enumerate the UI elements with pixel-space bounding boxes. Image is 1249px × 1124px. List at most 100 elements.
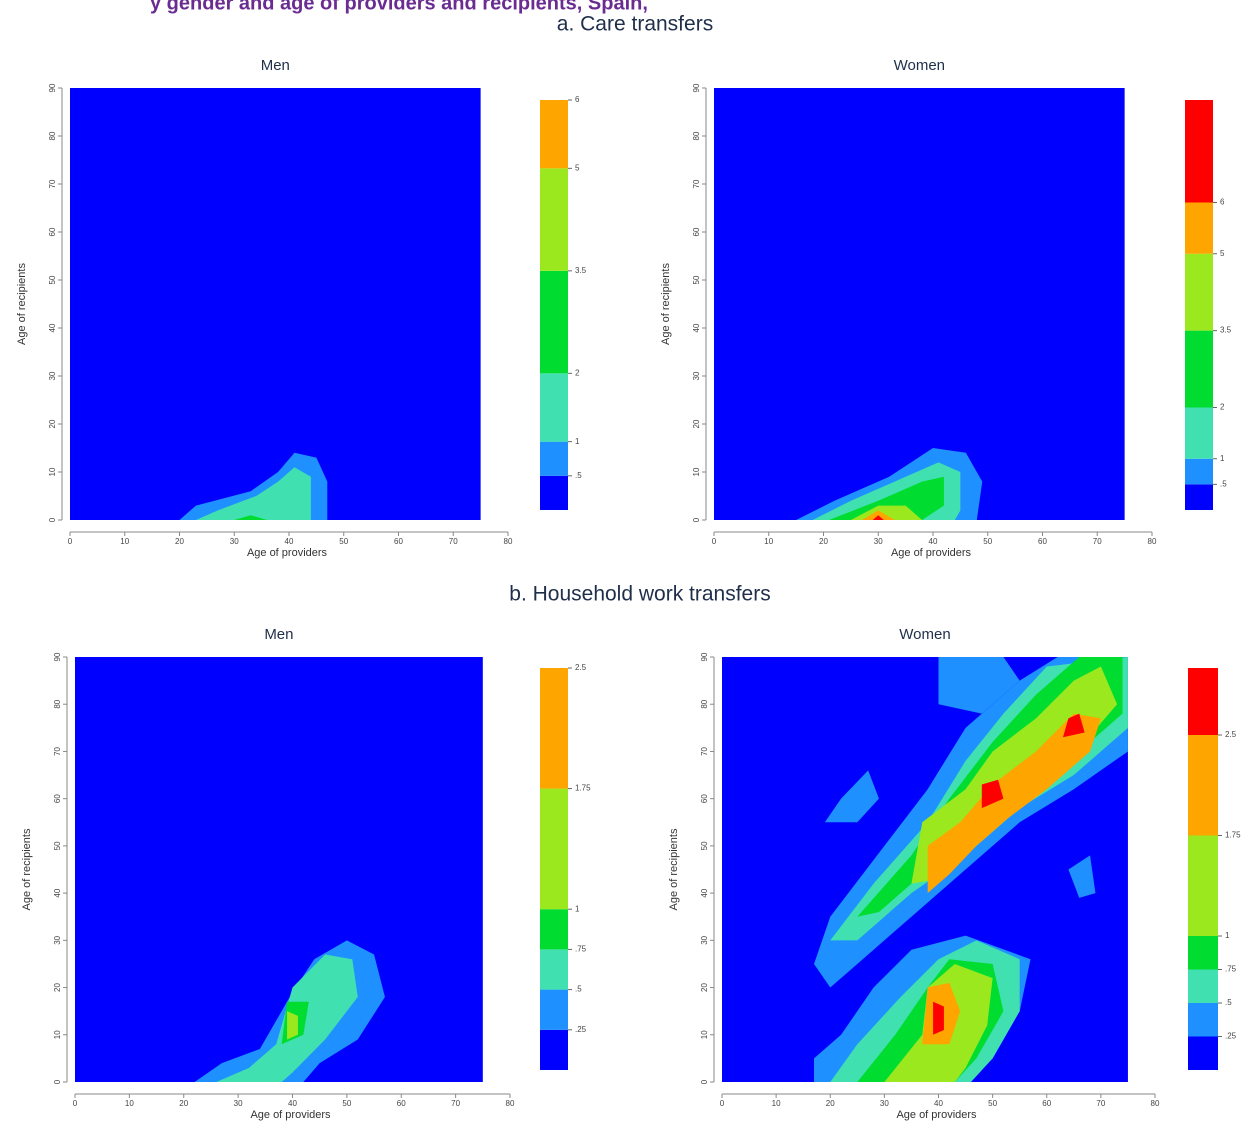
contour-region xyxy=(824,770,879,823)
x-tick-label: 40 xyxy=(285,537,294,546)
y-tick-label: 50 xyxy=(692,275,701,284)
colorbar-band xyxy=(540,788,568,910)
x-tick-label: 0 xyxy=(73,1099,78,1108)
figure-title: y gender and age of providers and recipi… xyxy=(150,0,648,14)
y-tick-label: 60 xyxy=(692,227,701,236)
colorbar-tick-label: .5 xyxy=(575,471,582,480)
contour-region xyxy=(287,1011,298,1040)
x-tick-label: 20 xyxy=(175,537,184,546)
colorbar-band xyxy=(1185,100,1213,203)
colorbar-band xyxy=(1185,202,1213,254)
y-tick-label: 20 xyxy=(692,419,701,428)
x-tick-label: 80 xyxy=(1148,537,1157,546)
contour-region xyxy=(234,515,268,520)
panel-title: Women xyxy=(894,57,945,74)
colorbar-tick-label: 5 xyxy=(575,163,580,172)
y-tick-label: 40 xyxy=(48,323,57,332)
contour-region xyxy=(872,515,884,520)
colorbar-tick-label: 1 xyxy=(575,904,580,913)
y-tick-label: 30 xyxy=(48,371,57,380)
y-tick-label: 70 xyxy=(700,746,709,755)
colorbar-band xyxy=(540,475,568,510)
x-tick-label: 80 xyxy=(506,1099,515,1108)
x-axis-label: Age of providers xyxy=(247,547,328,559)
y-tick-label: 10 xyxy=(692,467,701,476)
colorbar-band xyxy=(1188,1003,1218,1037)
colorbar-tick-label: 2 xyxy=(575,368,580,377)
colorbar-band xyxy=(1185,253,1213,331)
y-tick-label: 20 xyxy=(48,419,57,428)
colorbar-tick-label: .5 xyxy=(1225,998,1232,1007)
y-tick-label: 70 xyxy=(48,179,57,188)
y-tick-label: 60 xyxy=(53,794,62,803)
colorbar-tick-label: 6 xyxy=(575,95,580,104)
y-tick-label: 70 xyxy=(692,179,701,188)
colorbar-tick-label: 1.75 xyxy=(1225,831,1241,840)
contour-region xyxy=(75,657,483,1082)
y-tick-label: 30 xyxy=(53,935,62,944)
y-tick-label: 10 xyxy=(48,467,57,476)
y-tick-label: 40 xyxy=(700,888,709,897)
y-tick-label: 0 xyxy=(48,517,57,522)
y-axis-label: Age of recipients xyxy=(668,828,680,910)
x-tick-label: 60 xyxy=(1042,1099,1051,1108)
colorbar-band xyxy=(540,949,568,990)
y-tick-label: 80 xyxy=(692,131,701,140)
colorbar-band xyxy=(540,1029,568,1070)
colorbar-band xyxy=(540,441,568,476)
y-tick-label: 90 xyxy=(48,83,57,92)
contour-region xyxy=(1062,713,1085,738)
x-tick-label: 50 xyxy=(988,1099,997,1108)
colorbar-band xyxy=(540,168,568,271)
colorbar-band xyxy=(540,100,568,169)
colorbar-band xyxy=(1188,835,1218,936)
x-tick-label: 30 xyxy=(880,1099,889,1108)
colorbar-band xyxy=(1185,407,1213,459)
colorbar-band xyxy=(1188,969,1218,1003)
y-tick-label: 70 xyxy=(53,746,62,755)
y-tick-label: 80 xyxy=(53,699,62,708)
x-tick-label: 80 xyxy=(504,537,513,546)
colorbar-band xyxy=(1188,1036,1218,1070)
colorbar-tick-label: 3.5 xyxy=(575,266,587,275)
colorbar-band xyxy=(540,668,568,789)
contour-region xyxy=(933,1001,944,1035)
contour-region xyxy=(938,657,1020,714)
y-axis-label: Age of recipients xyxy=(16,263,28,345)
x-tick-label: 30 xyxy=(234,1099,243,1108)
colorbar-tick-label: 5 xyxy=(1220,249,1225,258)
x-tick-label: 20 xyxy=(819,537,828,546)
colorbar-band xyxy=(540,909,568,950)
y-axis-label: Age of recipients xyxy=(660,263,672,345)
contour-region xyxy=(195,467,311,520)
y-tick-label: 0 xyxy=(53,1079,62,1084)
colorbar-tick-label: 2.5 xyxy=(575,663,587,672)
x-tick-label: 70 xyxy=(1096,1099,1105,1108)
colorbar-tick-label: 1 xyxy=(1225,931,1230,940)
x-tick-label: 80 xyxy=(1151,1099,1160,1108)
colorbar-tick-label: .5 xyxy=(1220,479,1227,488)
x-tick-label: 70 xyxy=(1093,537,1102,546)
colorbar-tick-label: 1 xyxy=(1220,454,1225,463)
colorbar-tick-label: .75 xyxy=(575,945,587,954)
colorbar-tick-label: .25 xyxy=(575,1025,587,1034)
colorbar-band xyxy=(1185,330,1213,408)
colorbar-tick-label: .25 xyxy=(1225,1032,1237,1041)
y-axis-label: Age of recipients xyxy=(21,828,33,910)
x-tick-label: 20 xyxy=(179,1099,188,1108)
y-tick-label: 90 xyxy=(53,652,62,661)
x-tick-label: 60 xyxy=(397,1099,406,1108)
y-tick-label: 20 xyxy=(53,983,62,992)
colorbar-band xyxy=(1185,458,1213,485)
y-tick-label: 0 xyxy=(692,517,701,522)
x-tick-label: 10 xyxy=(120,537,129,546)
colorbar-tick-label: 2.5 xyxy=(1225,730,1237,739)
x-axis-label: Age of providers xyxy=(896,1109,977,1121)
y-tick-label: 10 xyxy=(700,1030,709,1039)
y-tick-label: 40 xyxy=(692,323,701,332)
x-tick-label: 40 xyxy=(929,537,938,546)
section-title: a. Care transfers xyxy=(557,13,713,36)
colorbar-band xyxy=(1188,936,1218,970)
colorbar-tick-label: 1.75 xyxy=(575,784,591,793)
